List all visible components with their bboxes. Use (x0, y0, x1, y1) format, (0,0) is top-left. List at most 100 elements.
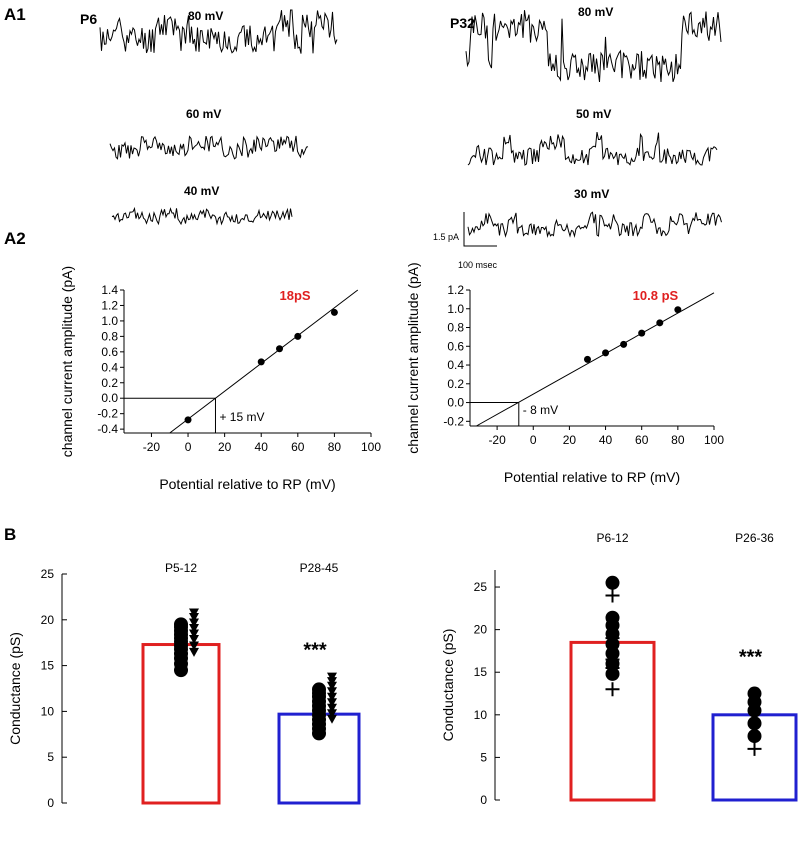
sample-triangle (189, 624, 199, 634)
y-tick-label: 0.0 (447, 396, 464, 410)
sample-triangle (327, 709, 337, 719)
data-point (257, 358, 265, 366)
sample-triangle (189, 608, 199, 618)
slope-label: 10.8 pS (633, 288, 679, 303)
y-tick-label: -0.2 (97, 407, 118, 421)
x-tick-label: 60 (291, 440, 305, 454)
y-axis-title: Conductance (pS) (7, 632, 23, 745)
y-tick-label: 0.4 (101, 360, 118, 374)
iv-plot-p6: channel current amplitude (pA) Potential… (59, 266, 381, 492)
data-point (294, 332, 302, 340)
sample-triangle (327, 714, 337, 724)
y-tick-label: 1.0 (447, 302, 464, 316)
reversal-label: - 8 mV (523, 403, 558, 417)
y-tick-label: 0.2 (447, 377, 464, 391)
channel-trace-p32-2 (467, 132, 718, 166)
significance-marker: *** (739, 647, 763, 669)
y-tick-label: 5 (47, 750, 54, 764)
group-label: P26-36 (735, 531, 774, 545)
y-tick-label: 20 (41, 613, 55, 627)
y-tick-label: 10 (41, 704, 55, 718)
y-tick-label: 1.2 (101, 298, 118, 312)
y-tick-label: 0.8 (447, 321, 464, 335)
trace-voltage-p32-3: 30 mV (574, 187, 609, 201)
sample-triangle (327, 677, 337, 687)
channel-trace-p6-1 (99, 9, 338, 54)
x-tick-label: 80 (671, 433, 685, 447)
sample-triangle (189, 647, 199, 657)
y-tick-label: 1.0 (101, 314, 118, 328)
y-tick-label: -0.4 (97, 422, 118, 436)
slope-label: 18pS (280, 288, 311, 303)
sample-cross (605, 631, 620, 646)
y-tick-label: 0 (480, 793, 487, 807)
y-tick-label: 0.8 (101, 329, 118, 343)
scale-bar-current: 1.5 pA (433, 232, 459, 242)
sample-point (605, 575, 620, 590)
sample-point (747, 686, 762, 701)
x-axis-title: Potential relative to RP (mV) (504, 469, 680, 485)
data-point (583, 355, 591, 363)
data-point (674, 306, 682, 314)
group-label: P5-12 (165, 561, 197, 575)
data-point (602, 349, 610, 357)
sample-triangle (327, 692, 337, 702)
data-point (638, 329, 646, 337)
trace-voltage-p6-1: 80 mV (188, 9, 223, 23)
sample-triangle (189, 618, 199, 628)
data-point (184, 416, 192, 424)
panel-label-a2: A2 (4, 229, 26, 248)
y-tick-label: 5 (480, 750, 487, 764)
y-tick-label: 15 (474, 665, 488, 679)
data-point (330, 308, 338, 316)
conductance-chart-left: Conductance (pS) P5-12 P28-45 *** 0 5 10 15… (7, 561, 361, 810)
y-axis-title: Conductance (pS) (440, 629, 456, 742)
group-label: P28-45 (300, 561, 339, 575)
reversal-label: + 15 mV (219, 410, 264, 424)
trace-voltage-p6-2: 60 mV (186, 107, 221, 121)
y-tick-label: 0.2 (101, 376, 118, 390)
sample-point (605, 610, 620, 625)
scale-bar-lines (463, 212, 497, 247)
x-tick-label: 20 (218, 440, 232, 454)
sample-triangle (327, 698, 337, 708)
y-tick-label: 0.0 (101, 391, 118, 405)
fit-line (476, 292, 715, 427)
trace-group-p32: P32 80 mV 50 mV 30 mV (450, 5, 722, 238)
sample-cross (605, 652, 620, 667)
x-tick-label: 100 (704, 433, 724, 447)
x-tick-label: 40 (599, 433, 613, 447)
y-tick-label: 25 (41, 567, 55, 581)
significance-marker: *** (303, 639, 327, 661)
trace-condition-p6: P6 (80, 11, 97, 27)
sample-cross (605, 682, 620, 697)
y-tick-label: 25 (474, 580, 488, 594)
y-tick-label: 0 (47, 796, 54, 810)
sample-point (312, 682, 326, 697)
sample-cross (605, 588, 620, 603)
x-tick-label: 0 (185, 440, 192, 454)
sample-triangle (327, 687, 337, 697)
group-label: P6-12 (596, 531, 628, 545)
x-tick-label: -20 (143, 440, 161, 454)
panel-label-b: B (4, 525, 16, 544)
trace-voltage-p32-1: 80 mV (578, 5, 613, 19)
x-tick-label: -20 (488, 433, 506, 447)
y-tick-label: 0.6 (447, 339, 464, 353)
y-axis-title: channel current amplitude (pA) (405, 262, 421, 453)
y-tick-label: 10 (474, 708, 488, 722)
conductance-chart-right: Conductance (pS) P6-12 P26-36 *** 0 5 10 15… (440, 531, 798, 807)
sample-triangle (189, 635, 199, 645)
sample-point (747, 729, 762, 744)
sample-triangle (189, 641, 199, 651)
data-point (656, 319, 664, 327)
channel-trace-p6-2 (109, 135, 309, 160)
sample-triangle (189, 629, 199, 639)
data-point (276, 345, 284, 353)
data-point (620, 340, 628, 348)
y-tick-label: -0.2 (443, 414, 464, 428)
sample-triangle (327, 681, 337, 691)
iv-plot-p32: channel current amplitude (pA) Potential… (405, 262, 724, 485)
panel-label-a1: A1 (4, 5, 26, 24)
